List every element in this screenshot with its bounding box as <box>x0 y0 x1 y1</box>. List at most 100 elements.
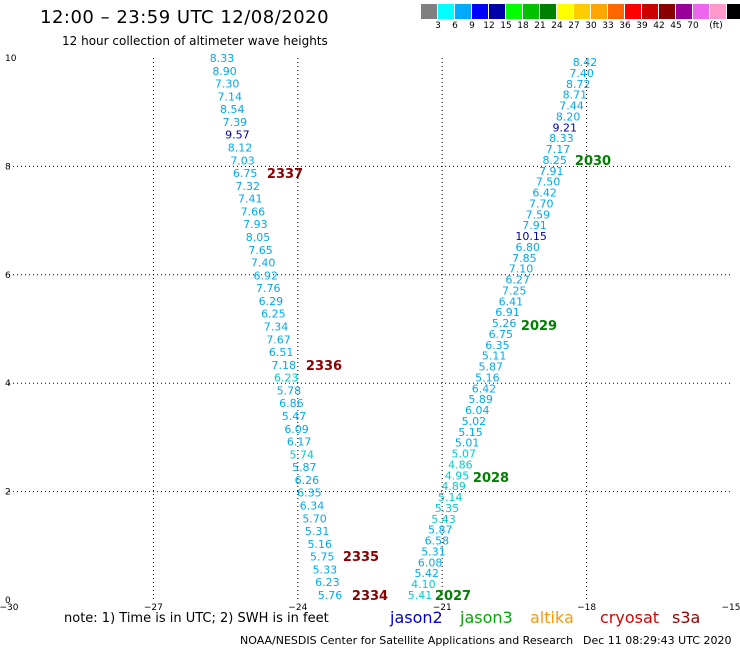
track-value-right: 5.89 <box>468 393 493 406</box>
track-value-left: 5.76 <box>318 589 343 602</box>
track-value-right: 8.72 <box>566 78 591 91</box>
color-scale-swatch <box>523 4 540 19</box>
track-value-right: 9.21 <box>553 121 578 134</box>
color-scale-swatch <box>693 4 710 19</box>
color-scale-swatch <box>659 4 676 19</box>
track-value-left: 6.34 <box>300 500 325 513</box>
track-value-right: 6.80 <box>516 241 541 254</box>
track-value-right: 10.15 <box>515 230 547 243</box>
track-value-left: 5.16 <box>307 538 332 551</box>
track-value-left: 7.14 <box>217 90 242 103</box>
color-scale-label: 33 <box>602 21 614 31</box>
legend-item-jason2: jason2 <box>390 608 443 627</box>
footer-date: Dec 11 08:29:43 UTC 2020 <box>583 634 732 647</box>
track-value-right: 5.42 <box>414 567 439 580</box>
track-value-right: 6.42 <box>532 187 557 200</box>
color-scale-swatch <box>625 4 642 19</box>
track-value-left: 7.93 <box>243 218 268 231</box>
color-scale-label: 42 <box>653 21 665 31</box>
color-scale-label: 12 <box>483 21 495 31</box>
track-value-right: 7.91 <box>539 165 564 178</box>
track-value-left: 7.03 <box>230 154 255 167</box>
track-value-left: 5.74 <box>289 448 314 461</box>
track-value-right: 5.01 <box>455 437 480 450</box>
track-value-right: 7.10 <box>509 263 534 276</box>
color-scale-label: 27 <box>568 21 580 31</box>
track-value-right: 7.50 <box>536 176 561 189</box>
track-value-left: 5.31 <box>305 525 330 538</box>
track-value-left: 7.40 <box>251 257 276 270</box>
track-value-right: 6.04 <box>465 404 490 417</box>
track-value-right: 6.58 <box>425 535 450 548</box>
x-tick-label: −24 <box>288 603 307 613</box>
track-value-left: 6.29 <box>259 295 284 308</box>
track-value-right: 7.59 <box>526 208 551 221</box>
track-value-right: 5.43 <box>431 513 456 526</box>
track-value-left: 5.33 <box>313 563 338 576</box>
track-value-left: 8.90 <box>212 65 237 78</box>
time-label-right: 2029 <box>521 319 557 334</box>
track-value-left: 6.17 <box>287 436 312 449</box>
track-value-left: 6.25 <box>261 308 286 321</box>
color-scale-swatch <box>710 4 727 19</box>
track-value-left: 6.86 <box>279 397 304 410</box>
y-tick-label: 4 <box>5 379 11 389</box>
track-value-right: 5.11 <box>482 350 507 363</box>
x-tick-label: −21 <box>433 603 452 613</box>
track-value-left: 7.65 <box>248 244 273 257</box>
color-scale-swatch <box>455 4 472 19</box>
color-scale-label: 15 <box>500 21 512 31</box>
track-value-right: 8.42 <box>573 56 598 69</box>
track-value-left: 7.67 <box>266 333 291 346</box>
color-scale-swatch <box>421 4 438 19</box>
track-value-right: 6.35 <box>485 339 510 352</box>
color-scale-label: 9 <box>469 21 475 31</box>
track-value-left: 7.30 <box>215 78 240 91</box>
color-scale-swatch <box>489 4 506 19</box>
track-value-left: 7.41 <box>238 193 263 206</box>
time-label-right: 2030 <box>575 154 611 169</box>
track-value-right: 7.91 <box>522 219 547 232</box>
color-scale-swatch <box>438 4 455 19</box>
track-value-right: 8.20 <box>556 110 581 123</box>
color-scale-label: 18 <box>517 21 529 31</box>
track-value-left: 6.35 <box>297 487 322 500</box>
color-scale-label: 21 <box>534 21 546 31</box>
color-scale-label: 70 <box>687 21 699 31</box>
track-value-left: 6.26 <box>295 474 320 487</box>
track-value-right: 5.41 <box>408 589 433 602</box>
track-value-left: 7.76 <box>256 282 281 295</box>
color-scale-swatch <box>727 4 740 19</box>
time-label-left: 2335 <box>343 550 379 565</box>
track-value-right: 8.71 <box>563 89 588 102</box>
time-label-left: 2336 <box>306 359 342 374</box>
y-tick-label: 2 <box>5 488 11 498</box>
track-value-right: 5.26 <box>492 317 517 330</box>
track-value-left: 6.09 <box>284 423 309 436</box>
x-tick-label: −15 <box>722 603 740 613</box>
page-subtitle: 12 hour collection of altimeter wave hei… <box>62 34 328 48</box>
track-value-right: 4.95 <box>445 469 470 482</box>
track-value-left: 5.47 <box>282 410 307 423</box>
y-tick-label: 6 <box>5 271 11 281</box>
color-scale-label: 30 <box>585 21 597 31</box>
track-value-left: 6.23 <box>315 576 340 589</box>
track-value-right: 7.25 <box>502 284 527 297</box>
legend-item-cryosat: cryosat <box>600 608 660 627</box>
track-value-right: 5.15 <box>458 426 483 439</box>
color-scale-swatch <box>676 4 693 19</box>
y-tick-label: 0 <box>5 596 11 606</box>
track-value-left: 5.78 <box>277 384 302 397</box>
track-value-right: 6.41 <box>499 295 524 308</box>
legend-item-s3a: s3a <box>672 608 701 627</box>
track-value-right: 5.02 <box>462 415 487 428</box>
track-value-left: 9.57 <box>225 129 250 142</box>
color-scale-swatch <box>557 4 574 19</box>
track-value-right: 5.35 <box>435 502 460 515</box>
track-value-right: 8.33 <box>549 132 574 145</box>
y-tick-label: 8 <box>5 162 11 172</box>
color-scale-label: 3 <box>435 21 441 31</box>
track-value-right: 4.89 <box>441 480 466 493</box>
track-value-right: 5.16 <box>475 371 500 384</box>
track-value-right: 4.10 <box>411 578 436 591</box>
